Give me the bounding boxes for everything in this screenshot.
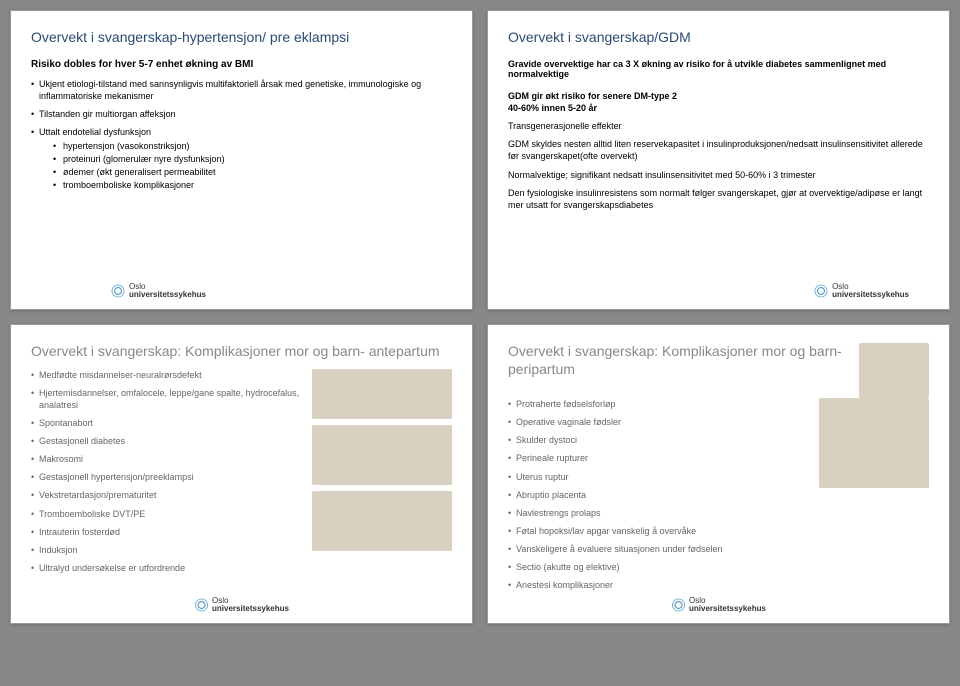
bullet-text: Uttalt endotelial dysfunksjon bbox=[39, 127, 151, 137]
list-item: Ultralyd undersøkelse er utfordrende bbox=[31, 562, 302, 574]
medical-image-icon bbox=[312, 491, 452, 551]
logo-text: Oslo universitetssykehus bbox=[212, 597, 289, 613]
slide2-p3: Normalvektige; signifikant nedsatt insul… bbox=[508, 170, 929, 182]
medical-image-icon bbox=[312, 425, 452, 485]
slide-2: Overvekt i svangerskap/GDM Gravide overv… bbox=[487, 10, 950, 310]
slide2-sub1: Gravide overvektige har ca 3 X økning av… bbox=[508, 59, 929, 79]
slide4-title: Overvekt i svangerskap: Komplikasjoner m… bbox=[508, 343, 849, 378]
slide2-sub2b: 40-60% innen 5-20 år bbox=[508, 103, 929, 113]
logo: Oslo universitetssykehus bbox=[194, 597, 289, 613]
slide2-title: Overvekt i svangerskap/GDM bbox=[508, 29, 929, 47]
list-item: Sectio (akutte og elektive) bbox=[508, 561, 809, 573]
slide1-subtitle: Risiko dobles for hver 5-7 enhet økning … bbox=[31, 59, 452, 70]
bullet-text: Ukjent etiologi-tilstand med sannsynligv… bbox=[39, 79, 421, 101]
slide-1: Overvekt i svangerskap-hypertensjon/ pre… bbox=[10, 10, 473, 310]
slide2-sub2a: GDM gir økt risiko for senere DM-type 2 bbox=[508, 91, 929, 101]
list-item: Tromboemboliske DVT/PE bbox=[31, 508, 302, 520]
sub-item: proteinuri (glomerulær nyre dysfunksjon) bbox=[53, 153, 452, 165]
list-item: Abruptio placenta bbox=[508, 489, 809, 501]
list-item: Hjertemisdannelser, omfalocele, leppe/ga… bbox=[31, 387, 302, 411]
list-item: Gestasjonell hypertensjon/preeklampsi bbox=[31, 471, 302, 483]
bullet-text: Tilstanden gir multiorgan affeksjon bbox=[39, 109, 176, 119]
logo-text: Oslo universitetssykehus bbox=[832, 283, 909, 299]
list-item: Tilstanden gir multiorgan affeksjon bbox=[31, 108, 452, 120]
logo: Oslo universitetssykehus bbox=[814, 283, 909, 299]
slide-grid: Overvekt i svangerskap-hypertensjon/ pre… bbox=[10, 10, 950, 624]
logo-line2: universitetssykehus bbox=[689, 605, 766, 613]
logo-line2: universitetssykehus bbox=[832, 291, 909, 299]
list-item: Gestasjonell diabetes bbox=[31, 435, 302, 447]
list-item: Spontanabort bbox=[31, 417, 302, 429]
list-item: Uttalt endotelial dysfunksjon hypertensj… bbox=[31, 126, 452, 192]
logo-line2: universitetssykehus bbox=[212, 605, 289, 613]
list-item: Skulder dystoci bbox=[508, 434, 809, 446]
logo-text: Oslo universitetssykehus bbox=[129, 283, 206, 299]
hospital-logo-icon bbox=[194, 598, 208, 612]
list-item: Makrosomi bbox=[31, 453, 302, 465]
sub-item: ødemer (økt generalisert permeabilitet bbox=[53, 166, 452, 178]
list-item: Navlestrengs prolaps bbox=[508, 507, 809, 519]
medical-image-icon bbox=[312, 369, 452, 419]
hospital-logo-icon bbox=[814, 284, 828, 298]
slide4-images bbox=[819, 398, 929, 598]
slide1-title: Overvekt i svangerskap-hypertensjon/ pre… bbox=[31, 29, 452, 47]
logo-text: Oslo universitetssykehus bbox=[689, 597, 766, 613]
slide-4: Overvekt i svangerskap: Komplikasjoner m… bbox=[487, 324, 950, 624]
slide1-list: Ukjent etiologi-tilstand med sannsynligv… bbox=[31, 78, 452, 198]
list-item: Operative vaginale fødsler bbox=[508, 416, 809, 428]
slide2-p2: GDM skyldes nesten alltid liten reservek… bbox=[508, 139, 929, 162]
slide-3: Overvekt i svangerskap: Komplikasjoner m… bbox=[10, 324, 473, 624]
logo: Oslo universitetssykehus bbox=[671, 597, 766, 613]
list-item: Ukjent etiologi-tilstand med sannsynligv… bbox=[31, 78, 452, 102]
sub-item: hypertensjon (vasokonstriksjon) bbox=[53, 140, 452, 152]
list-item: Perineale rupturer bbox=[508, 452, 809, 464]
slide4-list: Protraherte fødselsforløp Operative vagi… bbox=[508, 398, 809, 592]
sub-item: tromboemboliske komplikasjoner bbox=[53, 179, 452, 191]
slide2-p1: Transgenerasjonelle effekter bbox=[508, 121, 929, 133]
list-item: Intrauterin fosterdød bbox=[31, 526, 302, 538]
list-item: Uterus ruptur bbox=[508, 471, 809, 483]
list-item: Protraherte fødselsforløp bbox=[508, 398, 809, 410]
hospital-logo-icon bbox=[111, 284, 125, 298]
logo: Oslo universitetssykehus bbox=[111, 283, 206, 299]
list-item: Anestesi komplikasjoner bbox=[508, 579, 809, 591]
logo-line2: universitetssykehus bbox=[129, 291, 206, 299]
slide3-images bbox=[312, 369, 452, 581]
hospital-logo-icon bbox=[671, 598, 685, 612]
list-item: Føtal hopoksi/lav apgar vanskelig å over… bbox=[508, 525, 809, 537]
list-item: Vanskeligere å evaluere situasjonen unde… bbox=[508, 543, 809, 555]
list-item: Medfødte misdannelser-neuralrørsdefekt bbox=[31, 369, 302, 381]
list-item: Induksjon bbox=[31, 544, 302, 556]
list-item: Vekstretardasjon/prematuritet bbox=[31, 489, 302, 501]
sub-list: hypertensjon (vasokonstriksjon) proteinu… bbox=[39, 140, 452, 192]
medical-image-icon bbox=[819, 398, 929, 488]
slide3-title: Overvekt i svangerskap: Komplikasjoner m… bbox=[31, 343, 452, 361]
slide3-list: Medfødte misdannelser-neuralrørsdefekt H… bbox=[31, 369, 302, 575]
medical-image-icon bbox=[859, 343, 929, 398]
slide2-p4: Den fysiologiske insulinresistens som no… bbox=[508, 188, 929, 211]
